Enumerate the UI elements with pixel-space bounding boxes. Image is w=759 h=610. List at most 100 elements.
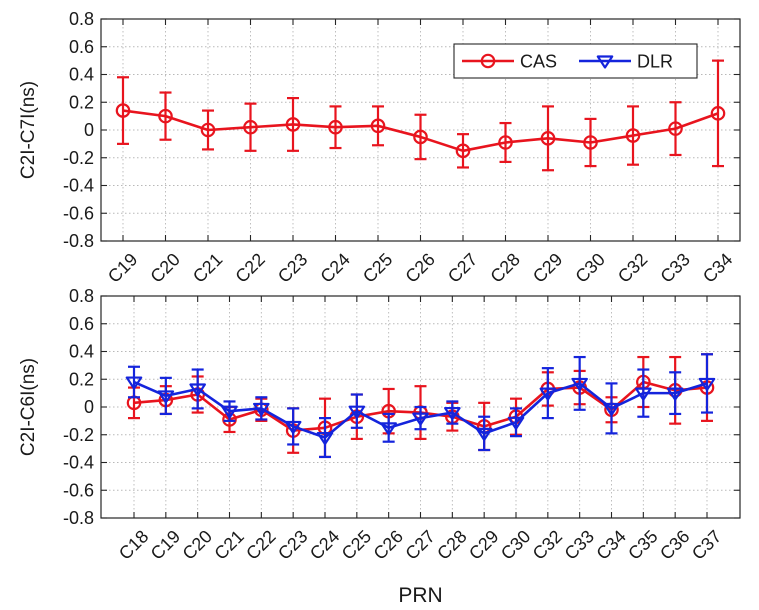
data-point xyxy=(316,431,334,446)
legend-label: CAS xyxy=(520,52,557,72)
data-point xyxy=(284,420,302,435)
y-tick-label: -0.4 xyxy=(63,453,94,473)
data-point xyxy=(444,406,461,421)
x-tick-label: C29 xyxy=(529,249,566,286)
x-tick-label: C23 xyxy=(274,249,311,286)
data-point xyxy=(583,135,598,150)
y-tick-label: 0.4 xyxy=(69,342,94,362)
x-tick-label: C33 xyxy=(561,526,598,563)
data-point xyxy=(157,390,175,404)
legend-marker xyxy=(596,55,614,69)
series-line xyxy=(133,380,708,439)
x-tick-label: C20 xyxy=(179,526,216,563)
data-point xyxy=(539,387,557,401)
data-point xyxy=(328,119,343,135)
x-tick-label: C30 xyxy=(497,526,534,563)
data-point xyxy=(475,427,493,441)
series-cas xyxy=(115,59,726,172)
bottom-panel: 0.80.60.40.20-0.2-0.4-0.6-0.8C18C19C20C2… xyxy=(18,286,741,607)
x-tick-label: C24 xyxy=(316,249,353,286)
data-point xyxy=(125,376,143,390)
data-point xyxy=(710,106,726,121)
x-tick-label: C33 xyxy=(656,249,693,286)
legend-marker xyxy=(480,53,496,69)
y-tick-label: 0.2 xyxy=(69,369,94,389)
y-tick-label: 0.6 xyxy=(69,37,94,57)
x-tick-label: C21 xyxy=(210,526,247,563)
x-tick-label: C26 xyxy=(401,249,438,286)
y-tick-label: -0.2 xyxy=(63,425,94,445)
x-tick-label: C25 xyxy=(359,249,396,286)
data-point xyxy=(380,422,397,436)
x-tick-label: C20 xyxy=(146,249,183,286)
data-point xyxy=(370,118,386,134)
data-point xyxy=(635,387,652,401)
data-point xyxy=(221,405,238,419)
y-tick-label: -0.8 xyxy=(63,508,94,528)
y-tick-label: -0.6 xyxy=(63,203,94,223)
x-tick-label: C19 xyxy=(147,526,184,563)
y-axis-label: C2I-C6I(ns) xyxy=(18,358,39,456)
data-point xyxy=(412,412,429,426)
x-tick-label: C34 xyxy=(592,526,629,563)
x-tick-label: C35 xyxy=(624,526,661,563)
x-tick-label: C36 xyxy=(656,526,693,563)
y-tick-label: -0.2 xyxy=(63,148,94,168)
x-tick-label: C28 xyxy=(433,526,470,563)
series-dlr xyxy=(125,353,716,459)
data-point xyxy=(666,387,684,401)
x-tick-label: C32 xyxy=(614,249,651,286)
data-point xyxy=(200,122,216,138)
data-point xyxy=(668,121,683,136)
x-tick-label: C19 xyxy=(104,249,141,286)
series-line xyxy=(122,109,719,153)
x-tick-label: C27 xyxy=(444,249,481,286)
y-tick-label: 0.8 xyxy=(69,286,94,306)
x-tick-label: C30 xyxy=(571,249,608,286)
legend: CAS DLR xyxy=(453,43,698,79)
x-tick-label: C21 xyxy=(189,249,226,286)
data-point xyxy=(571,377,588,391)
data-point xyxy=(189,383,206,397)
data-point xyxy=(285,117,301,132)
data-point xyxy=(243,119,258,135)
data-point xyxy=(115,103,131,118)
x-tick-label: C18 xyxy=(115,526,152,563)
data-point xyxy=(158,108,173,124)
y-tick-label: 0.8 xyxy=(69,9,94,29)
data-point xyxy=(698,377,716,391)
x-tick-label: C34 xyxy=(699,249,736,286)
y-tick-label: -0.8 xyxy=(63,231,94,251)
x-tick-label: C26 xyxy=(370,526,407,563)
x-tick-label: C28 xyxy=(486,249,523,286)
data-point xyxy=(507,416,525,430)
legend-label: DLR xyxy=(637,52,673,72)
x-tick-label: C23 xyxy=(274,526,311,563)
x-axis-label: PRN xyxy=(398,584,442,607)
y-tick-label: 0 xyxy=(84,120,94,140)
data-point xyxy=(498,135,513,150)
y-tick-label: 0 xyxy=(84,397,94,417)
x-tick-label: C24 xyxy=(306,526,343,563)
data-point xyxy=(348,405,366,419)
x-tick-label: C22 xyxy=(242,526,279,563)
y-tick-label: -0.6 xyxy=(63,480,94,500)
data-point xyxy=(603,402,620,416)
x-tick-label: C25 xyxy=(338,526,375,563)
x-tick-label: C32 xyxy=(529,526,566,563)
y-tick-label: 0.2 xyxy=(69,92,94,112)
y-tick-label: -0.4 xyxy=(63,176,94,196)
y-tick-label: 0.6 xyxy=(69,314,94,334)
y-tick-label: 0.4 xyxy=(69,65,94,85)
data-point xyxy=(413,129,428,145)
data-point xyxy=(253,402,270,416)
data-point xyxy=(540,131,556,146)
x-tick-label: C29 xyxy=(465,526,502,563)
y-axis-label: C2I-C7I(ns) xyxy=(18,81,39,179)
x-tick-label: C22 xyxy=(231,249,268,286)
x-tick-label: C27 xyxy=(401,526,438,563)
x-tick-label: C37 xyxy=(688,526,725,563)
data-point xyxy=(455,143,471,159)
